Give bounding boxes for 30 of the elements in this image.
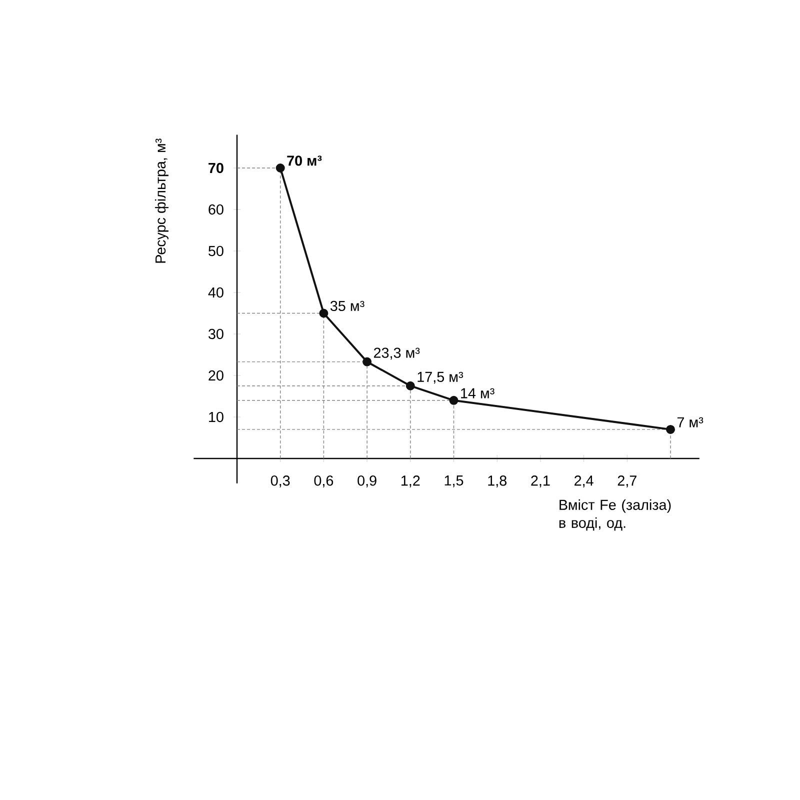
point	[362, 357, 372, 366]
y-axis-title: Ресурс фільтра, м³	[155, 138, 168, 263]
y-tick-label: 60	[208, 204, 224, 215]
y-tick-label: 70	[208, 162, 224, 174]
x-tick-label: 1,8	[488, 476, 506, 488]
x-tick-label: 2,1	[531, 476, 550, 488]
data-label: 17,5 м³	[418, 372, 464, 384]
x-tick-label: 2,4	[574, 476, 594, 488]
y-tick-label: 50	[208, 246, 224, 256]
y-tick-label: 40	[208, 287, 224, 298]
x-tick-label: 0,9	[358, 476, 376, 488]
x-tick-label: 0,3	[270, 476, 290, 488]
point	[666, 424, 676, 434]
data-label: 14 м³	[461, 388, 494, 398]
data-label: 35 м³	[330, 300, 364, 312]
data-label: 23,3 м³	[374, 348, 420, 360]
x-tick-label: 1,5	[444, 476, 464, 488]
x-tick-label: 0,6	[314, 476, 334, 488]
x-axis-title: Вміст Fe (заліза) в воді, од.	[559, 499, 671, 531]
data-label: 70 м³	[287, 156, 322, 166]
point	[276, 164, 285, 172]
y-tick-label: 10	[209, 412, 224, 422]
x-tick-label: 1,2	[401, 476, 420, 488]
point	[319, 308, 328, 318]
x-tick-label: 2,7	[618, 476, 636, 488]
y-tick-label: 30	[208, 328, 224, 340]
point	[406, 381, 415, 390]
y-tick-label: 20	[208, 370, 224, 381]
data-label: 7 м³	[677, 417, 704, 428]
point	[449, 396, 458, 405]
